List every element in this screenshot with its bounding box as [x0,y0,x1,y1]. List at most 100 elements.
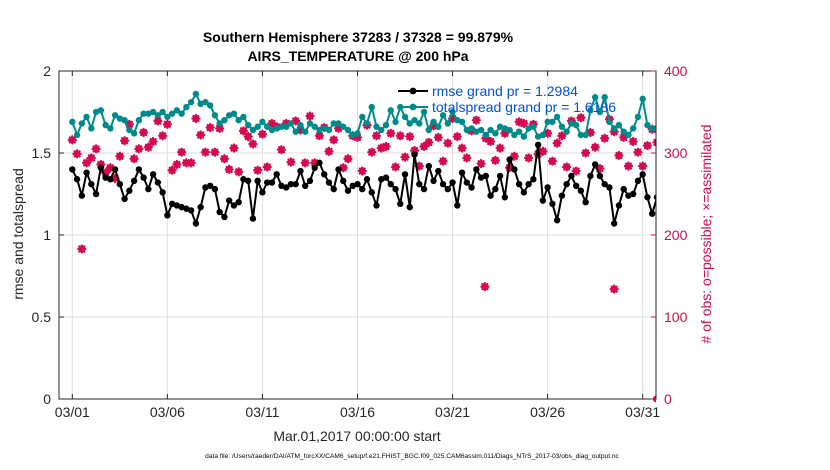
rmse-series-point [78,192,86,199]
spread-series-point [121,117,128,124]
rmse-series-point [663,206,669,212]
rmse-series-point [306,177,314,185]
spread-series-point [230,110,238,117]
spread-series-point [820,125,826,131]
rmse-series-point [88,180,95,188]
obs-point-stroke [759,137,764,142]
obs-point [224,164,234,175]
rmse-series-point [596,172,604,180]
obs-point [148,136,158,147]
spread-series-point [297,121,304,129]
spread-series-point [425,126,432,134]
obs-point [77,244,87,254]
obs-point-stroke [788,146,793,151]
spread-series-point [549,118,556,126]
obs-point-stroke [220,155,229,163]
rmse-series-point [287,180,295,188]
obs-point-stroke [78,245,86,253]
spread-series-point [806,130,812,136]
obs-point-stroke [406,132,414,141]
obs-point-stroke [769,127,774,132]
spread-series-point [629,125,637,132]
rmse-series-point [811,183,817,189]
obs-point [91,144,101,154]
obs-point [438,156,448,166]
obs-point [720,131,727,138]
rmse-series-point [815,189,821,195]
chart-subtitle: AIRS_TEMPERATURE @ 200 hPa [247,48,468,64]
obs-point-stroke [301,159,309,167]
obs-point [768,126,775,133]
obs-point-stroke [716,134,721,139]
rmse-series-point [368,189,375,196]
obs-point-stroke [277,146,286,154]
rmse-series-point [678,197,684,203]
rmse-series-point [73,176,81,183]
obs-point-stroke [187,159,195,167]
obs-point-stroke [472,116,480,124]
spread-series-point [221,117,228,124]
obs-point-stroke [258,130,267,138]
obs-point-stroke [249,140,257,148]
rmse-series-point [648,210,656,217]
obs-point-stroke [130,155,138,163]
obs-point-stroke [396,132,404,140]
obs-point [357,166,367,176]
obs-point-stroke [159,132,167,140]
obs-point-stroke [491,156,499,164]
legend-label-spread: totalspread grand pr = 1.6186 [432,99,616,115]
obs-point-stroke [778,116,783,121]
obs-point-stroke [448,114,457,123]
obs-point-stroke [778,116,783,121]
obs-point [668,136,675,143]
rmse-series-point [539,197,547,204]
obs-point-stroke [254,166,262,174]
spread-series-point [663,117,669,123]
rmse-series-point [325,179,333,186]
obs-point [253,165,263,175]
obs-point-stroke [92,145,100,153]
axis-ticks: 03/01 03/06 03/11 03/16 03/21 03/26 03/3100.51… [32,63,688,420]
spread-series-point [164,113,171,121]
obs-point [820,133,827,140]
spread-series-point [744,106,750,112]
obs-point-stroke [268,119,276,128]
y-axis-label-left: rmse and totalspread [10,168,26,300]
obs-point [753,165,760,172]
obs-point-stroke [444,139,452,147]
obs-point [300,158,310,168]
obs-point-stroke [769,127,774,132]
obs-point [200,147,210,157]
obs-point-stroke [344,155,352,163]
obs-point-stroke [783,133,788,138]
rmse-series-point [644,194,651,201]
obs-point-stroke [807,161,812,166]
obs-point-stroke [721,132,726,137]
obs-point [480,282,490,292]
obs-point [538,146,548,156]
obs-point-stroke [726,159,731,164]
spread-series-point [477,126,485,134]
spread-series-point [111,112,119,119]
rmse-series-point [659,201,665,207]
rmse-series-point [140,174,147,181]
rmse-series-point [235,199,242,206]
obs-point [796,151,803,158]
obs-point-stroke [821,134,826,139]
obs-point-stroke [453,132,461,141]
obs-point-stroke [811,156,816,161]
obs-point-stroke [826,146,830,151]
obs-point-stroke [463,154,471,162]
spread-series-point [758,127,764,133]
obs-point [772,150,779,157]
obs-point-stroke [225,165,233,174]
legend-marker [409,87,417,95]
spread-series-point [596,108,604,116]
spread-series-point [458,118,466,126]
obs-point-stroke [792,168,797,173]
spread-series-point [801,119,807,125]
spread-series-point [787,128,793,134]
spread-series-point [606,118,613,126]
obs-point [395,131,405,141]
